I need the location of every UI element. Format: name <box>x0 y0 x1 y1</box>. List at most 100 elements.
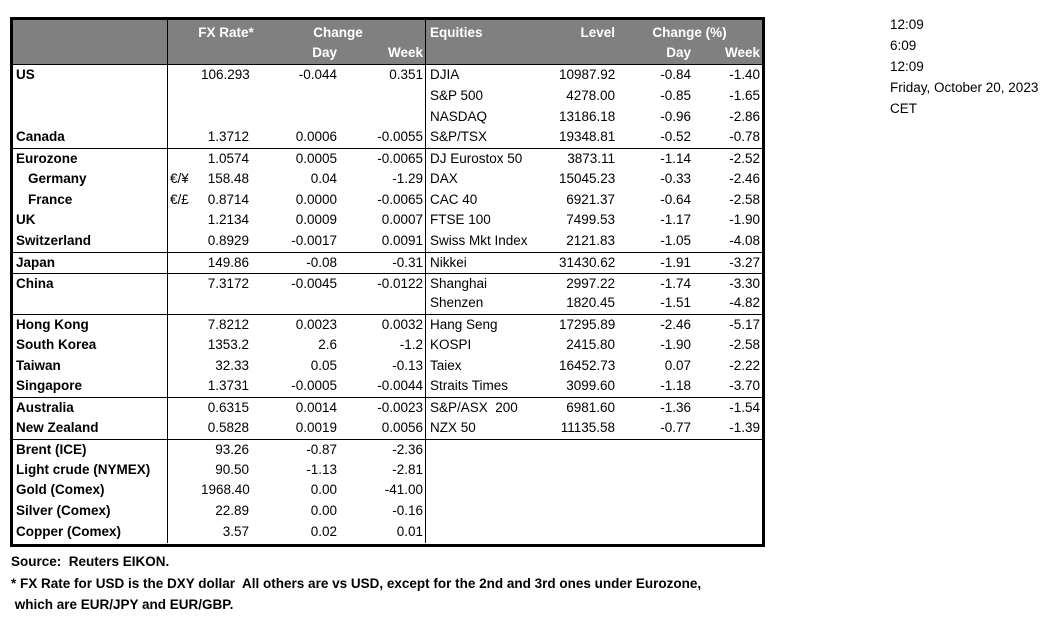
fx-name-cell: Australia <box>13 398 168 419</box>
fx-pair-cell <box>168 376 201 397</box>
equity-week-cell: -1.39 <box>729 420 760 436</box>
equity-level-cell: 15045.23 <box>559 170 616 186</box>
fx-name-cell <box>13 106 168 128</box>
fx-rate-cell: 93.26 <box>215 441 249 457</box>
fx-day-cell: 0.02 <box>310 523 337 539</box>
time-line: 6:09 <box>890 38 917 53</box>
fx-day-cell <box>251 107 339 128</box>
fx-day-cell <box>251 293 339 314</box>
fx-name-cell: Copper (Comex) <box>13 521 168 543</box>
fx-rate-cell <box>201 107 251 128</box>
fx-name-cell: Eurozone <box>13 149 168 169</box>
equity-name-cell <box>426 522 559 543</box>
header-equities: Equities <box>430 25 483 40</box>
fx-week-cell: -0.13 <box>339 355 426 377</box>
fx-name-cell: Japan <box>13 252 168 273</box>
equity-name-cell <box>426 440 559 460</box>
equity-level-cell: 1820.45 <box>566 295 615 311</box>
equity-day-cell: -0.52 <box>660 129 691 145</box>
equity-week-cell <box>693 480 762 501</box>
equity-name-cell: KOSPI <box>430 336 472 352</box>
equity-day-cell: -1.18 <box>660 378 691 394</box>
footnote-line-2: which are EUR/JPY and EUR/GBP. <box>11 597 234 612</box>
equity-name-cell: NZX 50 <box>430 420 476 436</box>
fx-pair-cell <box>168 86 201 107</box>
table-row: Germany €/¥ 158.48 0.04 -1.29 DAX 15045.23 -0.3… <box>13 168 762 190</box>
table-row: UK 1.2134 0.0009 0.0007 FTSE 100 7499.53 -1.17… <box>13 210 762 232</box>
equity-week-cell <box>693 501 762 522</box>
fx-pair-cell <box>168 65 201 86</box>
header-change: Change <box>251 20 426 43</box>
header-change-pct: Change (%) <box>652 25 727 40</box>
header-row-2: Day Week Day Week <box>13 43 762 64</box>
fx-rate-cell: 3.57 <box>222 523 249 539</box>
fx-pair-cell <box>168 274 201 294</box>
equity-day-cell: -1.74 <box>660 275 691 291</box>
equity-level-cell: 6921.37 <box>566 191 615 207</box>
table-row: Australia 0.6315 0.0014 -0.0023 S&P/ASX 200 6… <box>13 397 762 419</box>
equity-level-cell: 31430.62 <box>559 254 616 270</box>
equity-level-cell: 11135.58 <box>560 420 615 436</box>
fx-pair-cell <box>168 501 201 522</box>
header-name-spacer <box>13 20 168 43</box>
fx-pair-cell <box>168 315 201 335</box>
equity-level-cell <box>559 501 617 522</box>
equity-week-cell <box>693 460 762 481</box>
fx-name-cell: Taiwan <box>13 355 168 377</box>
fx-day-cell: -1.13 <box>306 461 337 477</box>
fx-rate-cell: 1.2134 <box>207 212 249 228</box>
header-pair-spacer <box>168 43 201 64</box>
fx-rate-cell: 7.3172 <box>207 275 249 291</box>
fx-day-cell: -0.08 <box>306 254 337 270</box>
fx-week-cell: 0.0032 <box>339 315 426 335</box>
equity-name-cell: DJ Eurostox 50 <box>430 151 523 167</box>
equity-name-cell: Shanghai <box>430 275 488 291</box>
fx-name-cell: France <box>13 189 168 211</box>
fx-pair-cell <box>168 460 201 481</box>
fx-pair-cell <box>168 440 201 460</box>
fx-week-cell: 0.0056 <box>339 418 426 439</box>
equity-level-cell: 13186.18 <box>559 108 616 124</box>
fx-week-cell: -0.0122 <box>339 273 426 294</box>
timezone-line: CET <box>890 101 917 116</box>
fx-day-cell: 0.00 <box>310 503 337 519</box>
equity-name-cell: Straits Times <box>430 378 509 394</box>
fx-name-cell: Germany <box>13 168 168 190</box>
table-header: FX Rate* Change Equities Level Change (%… <box>13 20 762 65</box>
table-row: Japan 149.86 -0.08 -0.31 Nikkei 31430.62 -1.91… <box>13 251 762 273</box>
table-row: US 106.293 -0.044 0.351 DJIA 10987.92 -0.84 -1.… <box>13 65 762 86</box>
equity-level-cell: 6981.60 <box>566 400 615 416</box>
fx-name-cell: Hong Kong <box>13 315 168 335</box>
table-row: South Korea 1353.2 2.6 -1.2 KOSPI 2415.80 -1.9… <box>13 334 762 356</box>
fx-day-cell: 0.0009 <box>295 212 337 228</box>
header-level: Level <box>580 25 615 40</box>
equity-week-cell <box>693 440 762 460</box>
equity-day-cell: -1.14 <box>660 151 691 167</box>
equity-day-cell: -0.84 <box>660 67 691 82</box>
date-line: Friday, October 20, 2023 <box>890 80 1039 95</box>
fx-pair-cell <box>168 356 201 377</box>
fx-name-cell: New Zealand <box>13 418 168 439</box>
fx-rate-cell: 1353.2 <box>207 336 249 352</box>
fx-rate-cell: 1.3731 <box>207 378 249 394</box>
fx-rate-cell <box>201 293 251 314</box>
equity-level-cell: 16452.73 <box>559 357 616 373</box>
fx-week-cell: -0.0055 <box>339 127 426 149</box>
equity-day-cell <box>617 501 693 522</box>
time-line: 12:09 <box>890 17 924 32</box>
equity-name-cell <box>426 460 559 481</box>
fx-name-cell <box>13 293 168 315</box>
equity-week-cell: -1.65 <box>729 87 760 103</box>
fx-rate-cell: 158.48 <box>207 170 249 186</box>
fx-rate-cell: 22.89 <box>215 503 249 519</box>
table-row: Canada 1.3712 0.0006 -0.0055 S&P/TSX 19348.81… <box>13 127 762 149</box>
fx-name-cell <box>13 85 168 107</box>
equity-level-cell: 19348.81 <box>559 129 616 145</box>
table-row: Eurozone 1.0574 0.0005 -0.0065 DJ Eurostox 5… <box>13 148 762 169</box>
equity-week-cell: -2.58 <box>729 336 760 352</box>
fx-rate-cell: 1.0574 <box>207 151 249 167</box>
fx-name-cell: Switzerland <box>13 231 168 252</box>
table-row: Brent (ICE) 93.26 -0.87 -2.36 <box>13 438 762 460</box>
equity-week-cell: -1.90 <box>729 212 760 228</box>
header-pair-spacer <box>168 20 201 43</box>
